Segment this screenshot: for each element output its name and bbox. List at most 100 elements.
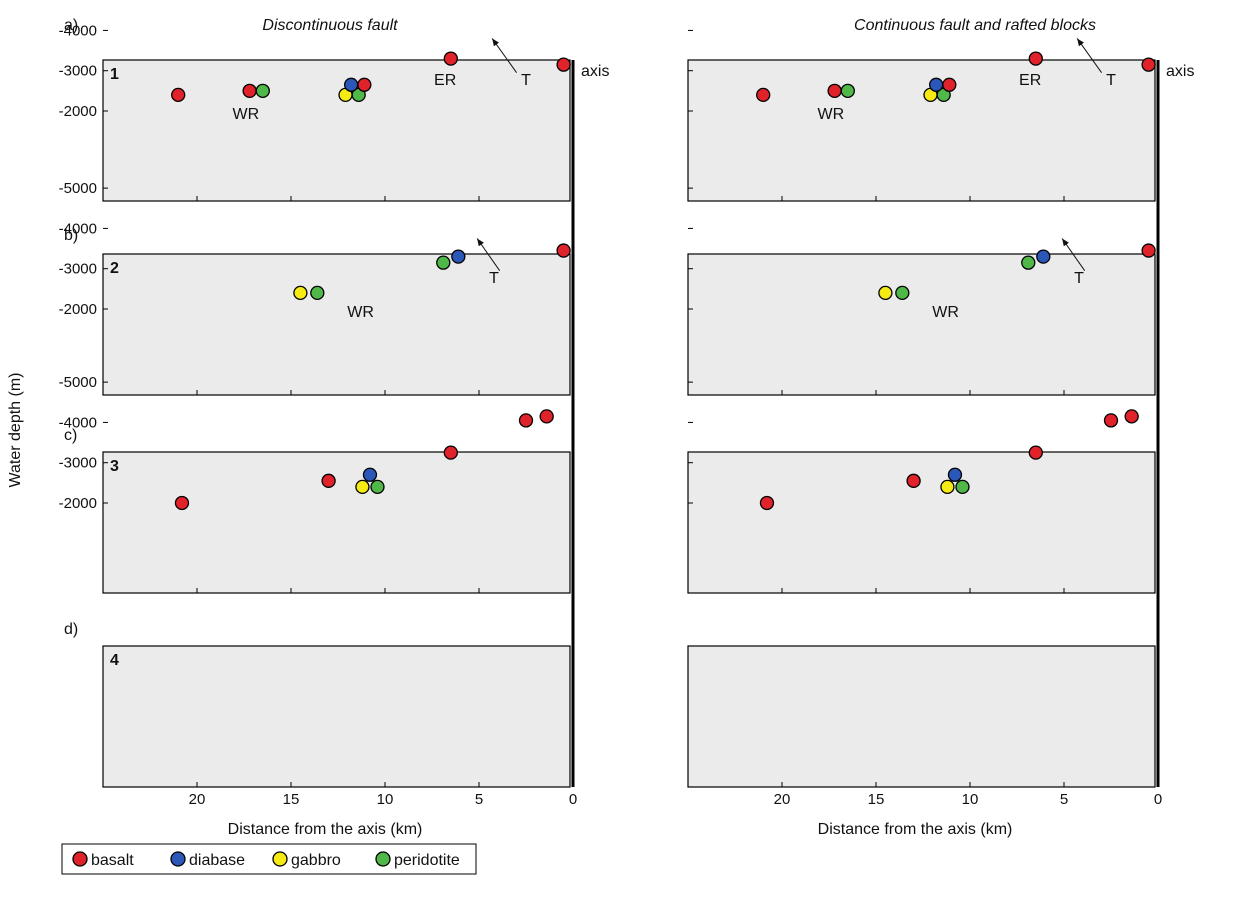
feature-label-wr: WR: [233, 106, 260, 123]
x-axis-title: Distance from the axis (km): [818, 821, 1013, 838]
sample-dot: [436, 255, 451, 270]
sample-dot: [1021, 255, 1036, 270]
sample-dot: [759, 495, 775, 511]
sample-dot: [443, 51, 458, 66]
panel-frame: [102, 451, 571, 594]
sample-dot: [1036, 249, 1051, 264]
x-tick-label: 5: [475, 791, 483, 808]
sample-dot: [756, 87, 771, 103]
sample-dot: [357, 77, 372, 92]
y-tick-label: -5000: [59, 374, 97, 391]
sample-dot: [362, 467, 378, 482]
sample-dot: [539, 409, 554, 424]
inferred-fault: [970, 435, 989, 451]
sample-dot: [518, 413, 534, 428]
sample-dot: [174, 495, 190, 511]
column-title: Continuous fault and rafted blocks: [854, 17, 1096, 34]
arrow-head: [1077, 38, 1084, 47]
sample-dot: [895, 285, 910, 301]
sample-dot: [556, 57, 571, 72]
y-tick-label: -3000: [59, 63, 97, 80]
panel-frame: [687, 451, 1156, 594]
x-tick-label: 5: [1060, 791, 1068, 808]
normal-fault: [1205, 380, 1229, 426]
sample-dot: [242, 83, 257, 98]
seafloor-fill: [688, 646, 1155, 787]
sample-dot: [1028, 51, 1043, 66]
y-axis-title: Water depth (m): [7, 373, 24, 488]
panel-1-right: Area 1SCCT: [687, 59, 1159, 202]
row-letter: d): [64, 621, 78, 638]
y-tick-label: -3000: [59, 261, 97, 278]
sample-dot: [1141, 243, 1156, 258]
arrow-head: [1062, 238, 1069, 247]
x-tick-label: 15: [868, 791, 885, 808]
panel-frame: [687, 645, 1156, 788]
y-tick-label: -2000: [59, 495, 97, 512]
legend-frame: [61, 843, 477, 875]
x-tick-label: 10: [377, 791, 394, 808]
panel-frame: [102, 253, 571, 396]
normal-fault: [1188, 380, 1211, 410]
y-tick-label: -3000: [59, 455, 97, 472]
sample-dot: [355, 479, 370, 495]
sample-dot: [1103, 413, 1119, 428]
sample-dot: [310, 285, 325, 301]
seafloor-fill: [688, 254, 1155, 395]
panel-4-right: Area 220151050: [687, 380, 1229, 808]
sample-dot: [929, 77, 944, 92]
sample-dot: [1141, 57, 1156, 72]
legend-label-diabase: diabase: [189, 852, 245, 869]
sample-dot: [556, 243, 571, 258]
x-tick-label: 0: [1154, 791, 1162, 808]
sample-dot: [321, 473, 336, 488]
y-tick-label: -5000: [59, 180, 97, 197]
sample-dot: [370, 479, 385, 495]
seafloor-fill: [103, 452, 570, 593]
feature-label-t: T: [489, 270, 499, 287]
sample-dot: [293, 285, 308, 301]
x-tick-label: 0: [569, 791, 577, 808]
row-letter: b): [64, 227, 78, 244]
legend-swatch-peridotite: [375, 851, 391, 867]
sample-dot: [947, 467, 963, 482]
master-fault: [488, 0, 520, 34]
sample-dot: [255, 83, 270, 98]
x-axis-title: Distance from the axis (km): [228, 821, 423, 838]
normal-fault: [620, 380, 644, 426]
axis-label: axis: [581, 63, 609, 80]
sample-dot: [451, 249, 466, 264]
sample-dot: [344, 77, 359, 92]
y-tick-label: -2000: [59, 301, 97, 318]
sample-dot: [942, 77, 957, 92]
panel-frame: [102, 645, 571, 788]
x-tick-label: 15: [283, 791, 300, 808]
seafloor-fill: [103, 254, 570, 395]
sample-dot: [840, 83, 855, 98]
feature-label-wr: WR: [932, 304, 959, 321]
feature-label-t: T: [1106, 72, 1116, 89]
legend-swatch-basalt: [72, 851, 88, 867]
panel-1-left: Area 1SCCT-2000-3000-4000-50001: [102, 59, 574, 202]
row-letter: c): [64, 427, 77, 444]
x-tick-label: 20: [189, 791, 206, 808]
panel-frame: [687, 59, 1156, 202]
sample-dot: [443, 445, 458, 460]
sample-dot: [940, 479, 955, 495]
normal-fault: [603, 380, 626, 410]
feature-label-t: T: [1074, 270, 1084, 287]
y-tick-label: -4000: [59, 22, 97, 39]
panel-number: 3: [110, 458, 119, 475]
panel-number: 2: [110, 260, 119, 277]
panel-2-right: Box 183WRERT: [687, 29, 1159, 396]
legend-label-peridotite: peridotite: [394, 852, 460, 869]
legend-swatch-diabase: [170, 851, 186, 867]
legend-label-gabbro: gabbro: [291, 852, 341, 869]
sample-dot: [1028, 445, 1043, 460]
y-tick-label: -4000: [59, 414, 97, 431]
y-tick-label: -2000: [59, 103, 97, 120]
feature-label-t: T: [521, 72, 531, 89]
arrow-head: [492, 38, 499, 47]
